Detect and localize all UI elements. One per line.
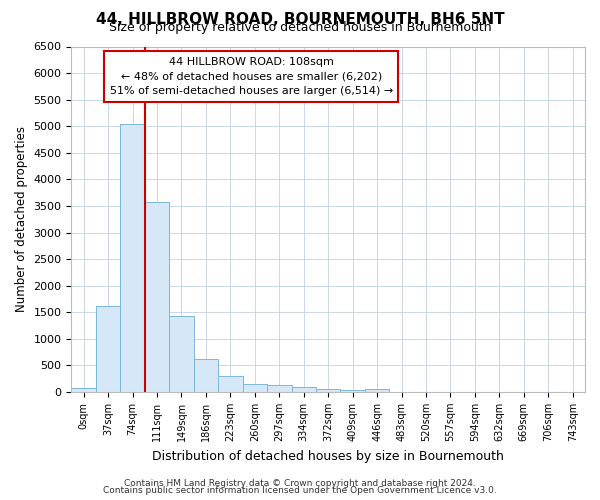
Text: 44, HILLBROW ROAD, BOURNEMOUTH, BH6 5NT: 44, HILLBROW ROAD, BOURNEMOUTH, BH6 5NT: [95, 12, 505, 26]
X-axis label: Distribution of detached houses by size in Bournemouth: Distribution of detached houses by size …: [152, 450, 504, 462]
Text: Contains public sector information licensed under the Open Government Licence v3: Contains public sector information licen…: [103, 486, 497, 495]
Bar: [71, 388, 96, 392]
Bar: [316, 390, 340, 392]
Bar: [121, 124, 145, 392]
Text: Size of property relative to detached houses in Bournemouth: Size of property relative to detached ho…: [109, 22, 491, 35]
Bar: [242, 384, 267, 392]
Bar: [267, 385, 292, 392]
Bar: [292, 387, 316, 392]
Bar: [145, 202, 169, 392]
Text: 44 HILLBROW ROAD: 108sqm
← 48% of detached houses are smaller (6,202)
51% of sem: 44 HILLBROW ROAD: 108sqm ← 48% of detach…: [110, 57, 393, 96]
Bar: [340, 390, 365, 392]
Bar: [218, 376, 242, 392]
Bar: [169, 316, 194, 392]
Y-axis label: Number of detached properties: Number of detached properties: [15, 126, 28, 312]
Text: Contains HM Land Registry data © Crown copyright and database right 2024.: Contains HM Land Registry data © Crown c…: [124, 479, 476, 488]
Bar: [194, 360, 218, 392]
Bar: [365, 389, 389, 392]
Bar: [96, 306, 121, 392]
